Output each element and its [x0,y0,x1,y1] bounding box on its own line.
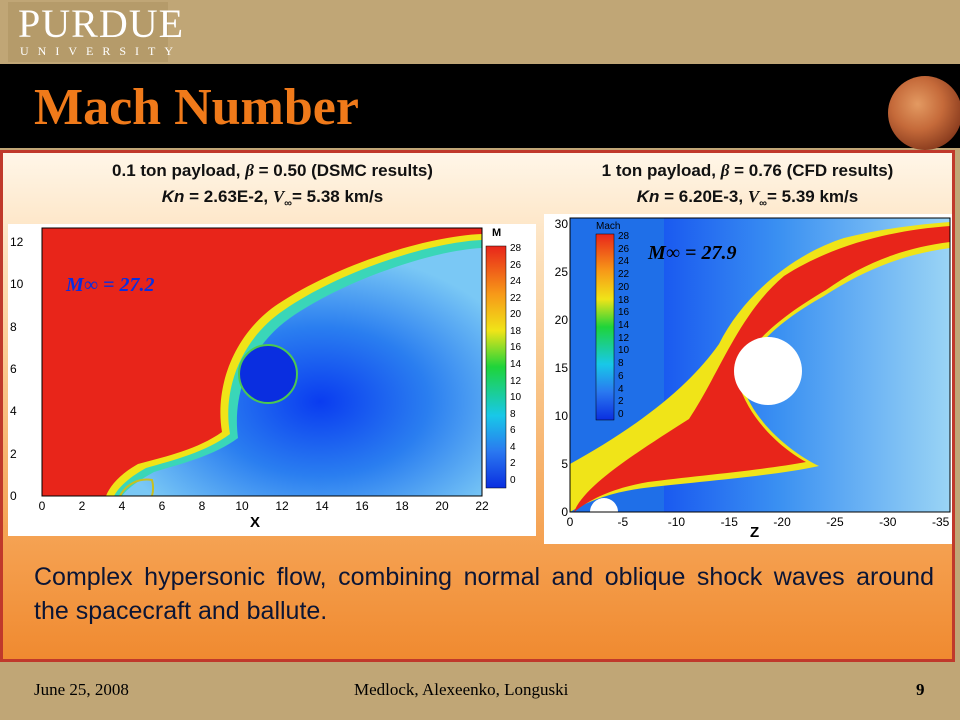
colorbar-title: M [492,227,502,239]
mars-icon [888,76,960,150]
left-caption-line2: Kn = 2.63E-2, V∞= 5.38 km/s [161,187,384,210]
y-tick-label: 25 [554,265,568,279]
colorbar-tick-label: 22 [510,292,522,304]
colorbar-tick-label: 16 [618,307,630,319]
colorbar-tick-label: 6 [510,425,516,437]
colorbar-tick-label: 2 [618,396,624,408]
y-tick-label: 12 [10,235,24,249]
colorbar-tick-label: 28 [510,243,522,254]
x-axis-title: X [250,514,261,531]
wake-region [122,248,482,496]
colorbar-tick-label: 18 [510,325,522,337]
z-tick-label: -15 [720,515,738,529]
footer-bar [0,664,960,720]
y-tick-label: 10 [554,409,568,423]
colorbar-tick-label: 16 [510,342,522,354]
title-bar [0,64,960,148]
y-tick-label: 4 [10,404,17,419]
dsmc-contour-svg [41,227,507,497]
z-tick-label: -10 [667,515,686,529]
colorbar-tick-label: 18 [618,294,630,306]
spacecraft-outline [119,478,155,497]
colorbar-tick-label: 20 [618,281,630,293]
ballute-body [734,337,802,405]
x-tick-label: 8 [198,499,206,513]
colorbar [595,233,615,421]
colorbar-tick-label: 14 [510,359,522,370]
colorbar-tick-label: 20 [510,309,522,321]
colorbar-tick-label: 0 [618,409,624,420]
y-tick-label: 8 [10,319,17,334]
x-tick-label: 2 [78,499,86,513]
z-tick-label: -20 [773,515,791,529]
z-tick-label: -25 [826,515,844,529]
right-caption-line2: Kn = 6.20E-3, V∞= 5.39 km/s [636,187,859,210]
ballute-outline [238,344,298,404]
colorbar-tick-label: 4 [510,441,516,453]
summary-text: Complex hypersonic flow, combining norma… [34,563,934,625]
x-tick-label: 20 [435,499,449,513]
colorbar-tick-label: 6 [618,370,624,382]
y-tick-label: 15 [554,361,568,375]
colorbar-tick-label: 14 [618,320,630,331]
colorbar-tick-label: 12 [618,332,630,344]
dsmc-mach-contour-plot: 0 2 4 6 8 10 12 14 16 18 20 22 0 2 4 6 8 10 12 28 26 24 22 20… [8,224,536,536]
page-number: 9 [916,680,925,699]
footer-authors: Medlock, Alexeenko, Longuski [354,680,569,699]
y-tick-label: 2 [10,446,17,461]
logo-wordmark: PURDUE [18,1,185,46]
y-tick-label: 6 [10,362,17,376]
z-tick-label: -5 [617,515,629,529]
spacecraft-body [590,498,618,512]
university-logo [8,2,168,62]
z-tick-label: -30 [879,515,897,529]
x-tick-label: 22 [475,499,489,513]
z-tick-label: -35 [932,515,950,529]
colorbar-tick-label: 26 [618,243,630,255]
x-tick-label: 10 [235,499,249,513]
colorbar-tick-label: 4 [618,383,624,395]
colorbar-tick-label: 8 [618,358,624,370]
x-tick-label: 18 [395,499,409,513]
z-tick-label: 0 [566,515,574,529]
logo-subtitle: UNIVERSITY [20,44,182,58]
slide-title: Mach Number [34,79,359,136]
freestream-mach-annotation: M∞ = 27.9 [648,242,737,264]
freestream-mach-annotation: M∞ = 27.2 [66,274,155,296]
z-axis-title: Z [750,524,760,541]
y-tick-label: 10 [10,277,24,292]
x-tick-label: 4 [118,499,126,513]
x-tick-label: 6 [158,499,166,513]
shock-layer-red [574,226,950,512]
x-tick-label: 0 [38,499,46,513]
right-caption-line1: 1 ton payload, β = 0.76 (CFD results) [601,161,894,180]
plot-area-border [569,217,951,513]
colorbar-title: Mach [596,221,621,232]
x-tick-label: 12 [275,499,289,513]
colorbar-tick-label: 10 [510,392,522,404]
y-tick-label: 20 [554,313,568,327]
x-tick-label: 14 [315,499,329,513]
plot-area-border [41,227,483,497]
footer-date: June 25, 2008 [34,680,129,699]
x-tick-label: 16 [355,499,369,513]
colorbar-tick-label: 2 [510,458,516,470]
cfd-contour-svg [569,217,951,513]
colorbar [485,245,507,489]
cfd-mach-contour-plot: 0 -5 -10 -15 -20 -25 -30 -35 0 5 10 15 20 25 30 28 26 2… [544,214,952,544]
y-tick-label: 5 [561,457,568,471]
colorbar-tick-label: 12 [510,375,522,387]
left-caption-line1: 0.1 ton payload, β = 0.50 (DSMC results) [112,161,433,180]
colorbar-tick-label: 8 [510,408,516,420]
colorbar-tick-label: 24 [618,256,630,268]
colorbar-tick-label: 26 [510,259,522,271]
colorbar-tick-label: 28 [618,231,630,242]
colorbar-tick-label: 10 [618,345,630,357]
y-tick-label: 0 [10,489,17,503]
y-tick-label: 0 [561,505,568,519]
colorbar-tick-label: 22 [618,269,630,281]
y-tick-label: 30 [554,217,568,231]
colorbar-tick-label: 24 [510,276,522,288]
colorbar-tick-label: 0 [510,475,516,486]
